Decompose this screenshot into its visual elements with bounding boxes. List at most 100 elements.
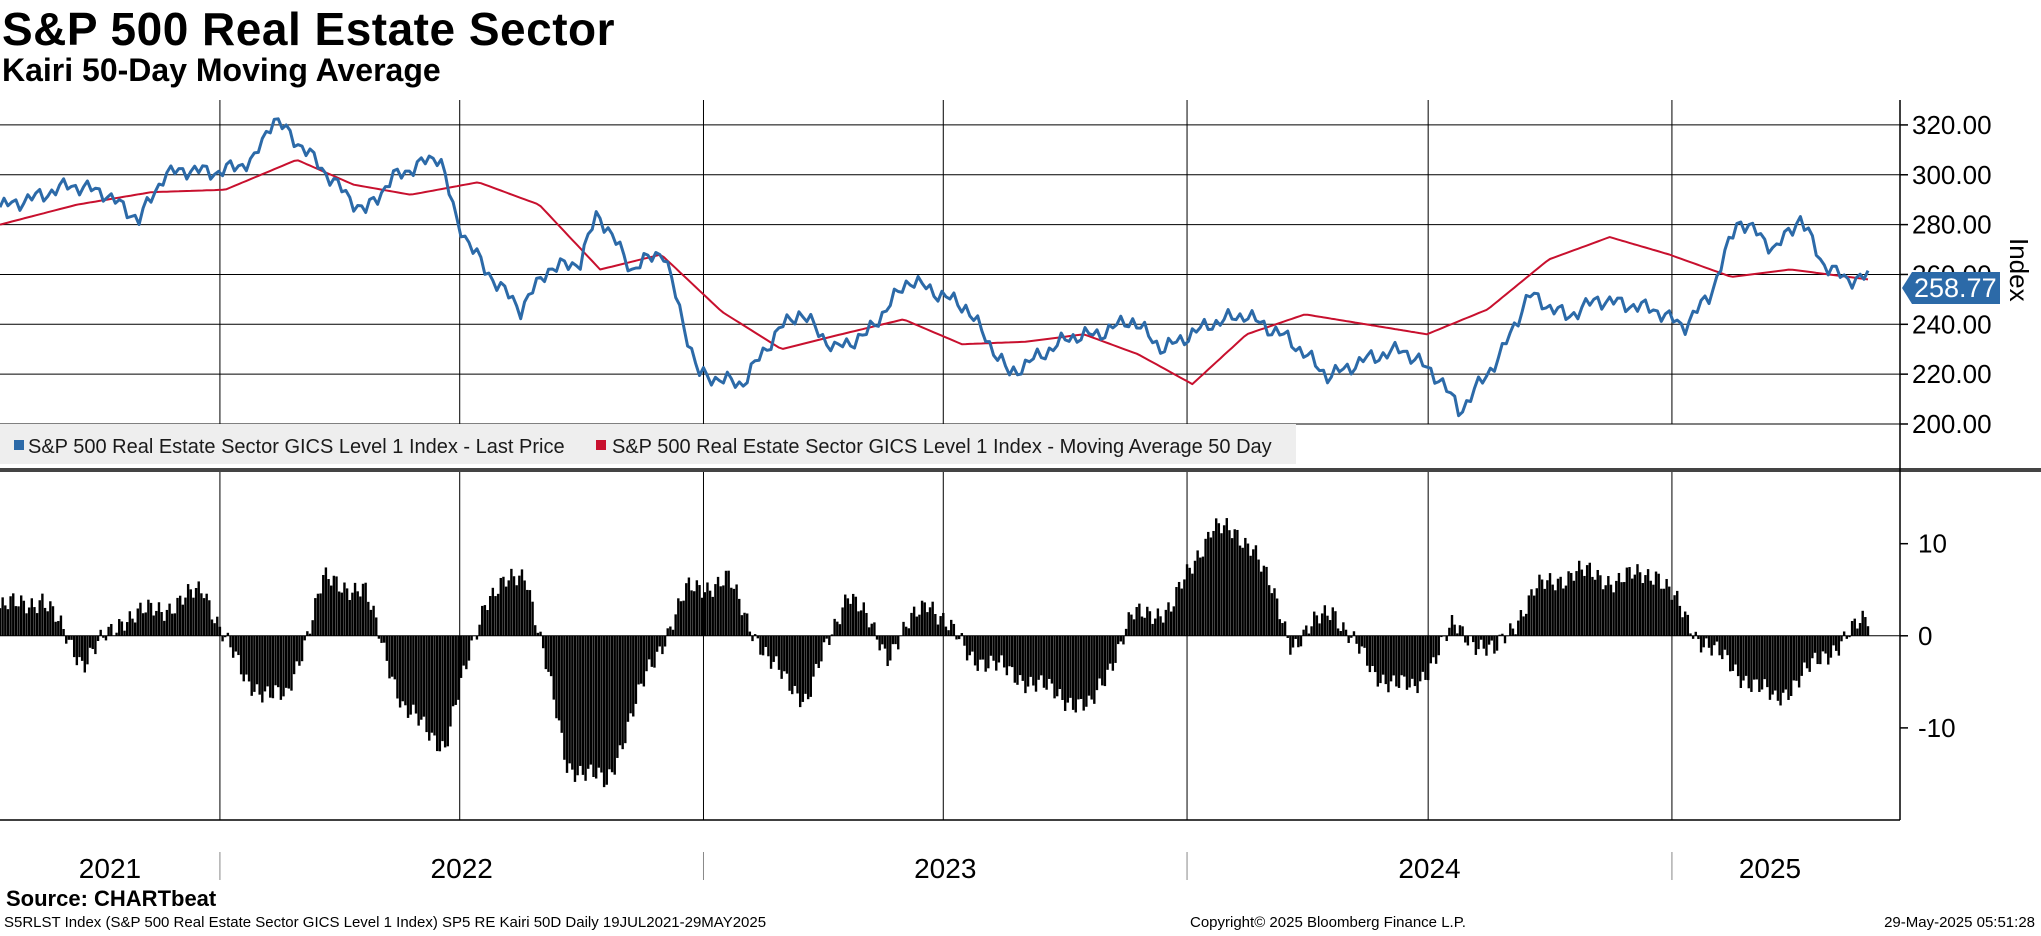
kairi-bar <box>1000 635 1003 656</box>
kairi-bar <box>435 635 439 752</box>
kairi-bar <box>163 620 166 636</box>
x-tick-label: 2025 <box>1739 853 1801 884</box>
bottom-panel-grid <box>0 470 1900 821</box>
kairi-bar <box>1053 635 1056 699</box>
kairi-bar <box>992 635 995 661</box>
kairi-bar <box>830 634 834 636</box>
kairi-bar <box>1609 584 1613 636</box>
kairi-bar <box>502 576 505 636</box>
kairi-bar <box>1718 635 1721 656</box>
kairi-bar <box>1156 608 1160 636</box>
kairi-bar <box>1615 580 1618 636</box>
kairi-bar <box>1371 635 1374 666</box>
kairi-bar <box>1127 612 1130 636</box>
ticker-line: S5RLST Index (S&P 500 Real Estate Sector… <box>4 914 767 931</box>
kairi-bar <box>279 635 283 700</box>
kairi-bar <box>600 635 603 773</box>
x-axis: 2021 2022 2023 2024 2025 <box>79 852 1801 884</box>
kairi-bar <box>1021 635 1024 681</box>
kairi-bar <box>9 596 12 636</box>
kairi-bar <box>939 616 942 636</box>
kairi-bar <box>274 635 277 686</box>
kairi-bar <box>70 635 73 640</box>
kairi-bar <box>1119 635 1122 642</box>
kairi-bar <box>1774 635 1777 691</box>
kairi-bar <box>1612 592 1615 636</box>
kairi-bar <box>141 613 145 636</box>
kairi-bar <box>417 635 420 726</box>
kairi-bar <box>1114 635 1117 663</box>
kairi-bar <box>396 635 399 699</box>
kairi-bar <box>1850 621 1854 636</box>
top-panel-grid <box>0 100 1900 425</box>
kairi-bar <box>1336 628 1340 636</box>
kairi-bar <box>1577 560 1581 636</box>
kairi-bar <box>1164 609 1168 636</box>
kairi-bar <box>1813 635 1817 653</box>
y-tick-label: 200.00 <box>1912 409 1992 439</box>
kairi-bar <box>94 635 97 655</box>
source-note: Source: CHARTbeat <box>6 886 217 911</box>
kairi-bar <box>1668 586 1671 636</box>
kairi-bar <box>118 619 121 636</box>
kairi-bar <box>1501 633 1504 636</box>
kairi-bar <box>597 635 601 768</box>
kairi-bar <box>748 631 752 636</box>
kairi-bar <box>796 635 799 694</box>
kairi-bar <box>1633 574 1637 636</box>
kairi-bar <box>1082 635 1085 711</box>
kairi-bar <box>1397 635 1401 688</box>
kairi-bar <box>1503 635 1507 644</box>
kairi-bar <box>1273 588 1276 636</box>
kairi-bar <box>1299 635 1303 647</box>
kairi-bar <box>865 612 868 636</box>
kairi-bar <box>1368 635 1372 673</box>
kairi-bar <box>571 635 574 770</box>
kairi-bar <box>1093 635 1096 704</box>
kairi-bar <box>1755 635 1758 680</box>
kairi-bar <box>1782 635 1785 693</box>
kairi-bar <box>700 597 704 636</box>
kairi-bar <box>1739 635 1743 689</box>
kairi-bar <box>1286 635 1289 638</box>
kairi-bar <box>1681 617 1684 636</box>
kairi-bar <box>1498 634 1501 636</box>
kairi-bar <box>1238 545 1242 636</box>
kairi-bar <box>1310 626 1313 636</box>
kairi-bar <box>245 635 248 675</box>
kairi-bar <box>1779 635 1782 706</box>
kairi-bar <box>1657 573 1660 636</box>
kairi-bar <box>1511 628 1515 636</box>
kairi-bar <box>1450 615 1454 636</box>
kairi-bar <box>1842 631 1846 636</box>
kairi-bar <box>406 635 410 718</box>
kairi-bar <box>920 600 924 636</box>
kairi-bar <box>1686 614 1690 636</box>
kairi-bar <box>147 599 150 636</box>
kairi-bar <box>1199 557 1202 636</box>
kairi-bar <box>253 635 256 692</box>
kairi-bar <box>337 591 341 636</box>
kairi-bar <box>422 635 426 717</box>
kairi-bar <box>1591 576 1594 636</box>
kairi-bar <box>775 635 778 657</box>
kairi-bar <box>1204 538 1207 636</box>
kairi-bar <box>764 635 767 647</box>
kairi-bar <box>1866 626 1870 636</box>
kairi-bar <box>746 613 749 636</box>
kairi-bar <box>1148 611 1152 636</box>
kairi-bar <box>1291 635 1295 648</box>
kairi-bar <box>743 612 746 636</box>
y-tick-label: 300.00 <box>1912 160 1992 190</box>
kairi-bar <box>171 613 174 636</box>
kairi-bar <box>912 606 916 636</box>
kairi-bar <box>330 585 333 636</box>
kairi-bar <box>446 635 449 747</box>
kairi-bar <box>96 635 100 641</box>
kairi-bar <box>1487 635 1491 645</box>
kairi-bar <box>889 635 892 661</box>
kairi-bar <box>1241 547 1244 636</box>
kairi-bar <box>838 624 842 636</box>
kairi-bar <box>968 635 971 656</box>
kairi-bar <box>1050 635 1054 684</box>
